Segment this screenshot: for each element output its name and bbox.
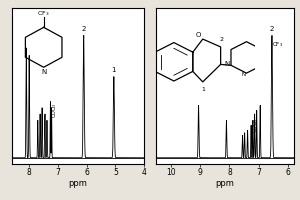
X-axis label: ppm: ppm <box>216 179 234 188</box>
Text: CDCl$_3$: CDCl$_3$ <box>50 102 59 118</box>
X-axis label: ppm: ppm <box>69 179 87 188</box>
Text: 2: 2 <box>270 26 274 32</box>
Text: 1: 1 <box>112 67 116 73</box>
Text: 2: 2 <box>82 26 86 32</box>
Text: CDCl$_3$: CDCl$_3$ <box>251 117 260 133</box>
